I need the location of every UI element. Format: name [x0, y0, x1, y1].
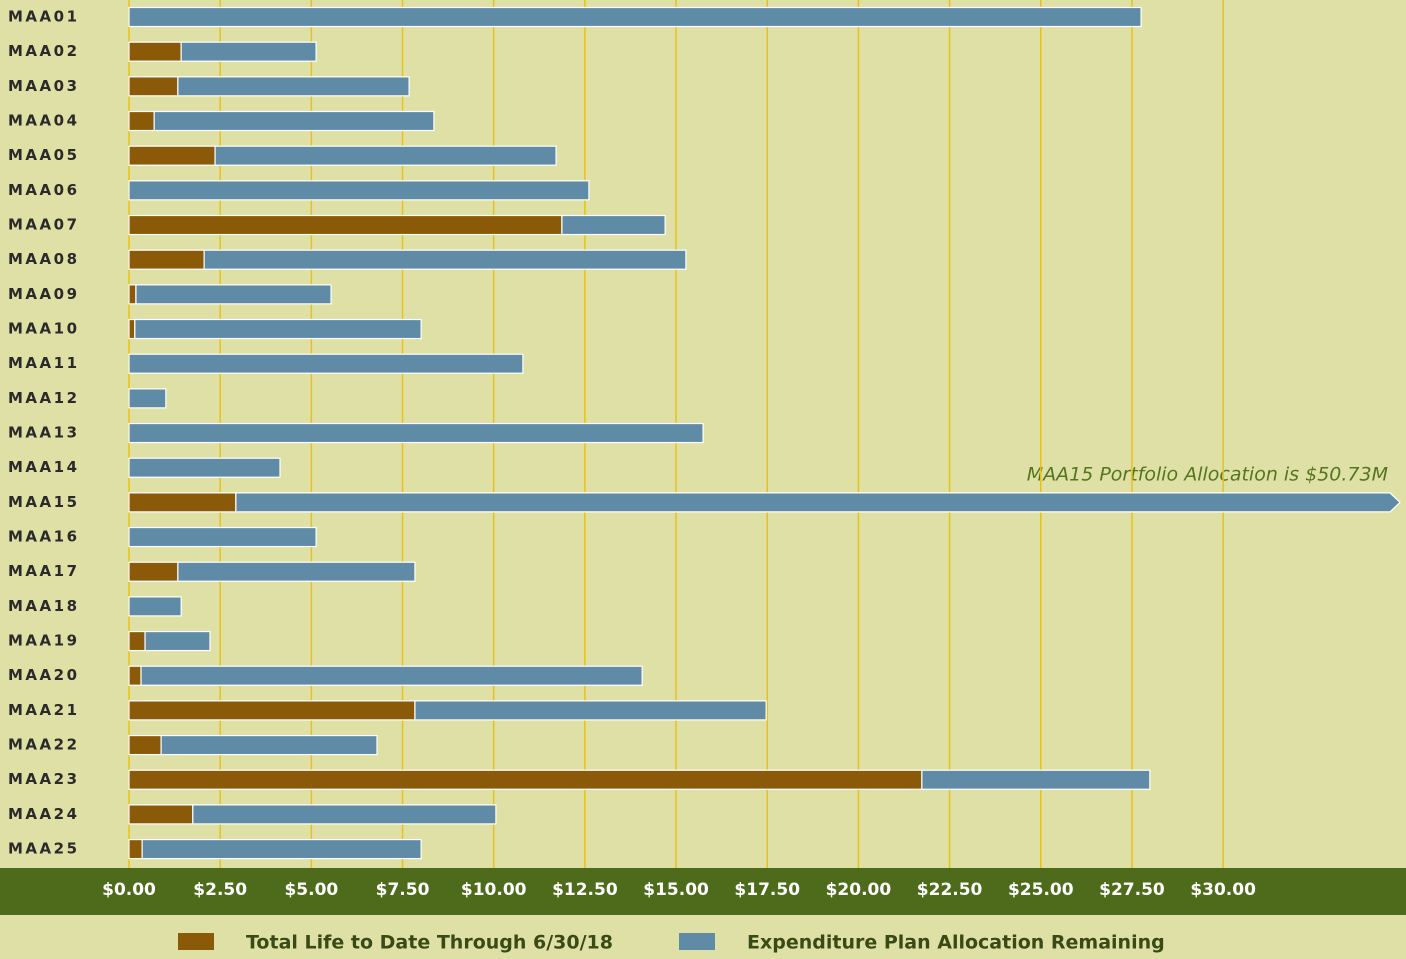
legend-label: Total Life to Date Through 6/30/18	[246, 932, 613, 954]
y-tick-label: MAA21	[8, 701, 80, 719]
bar	[128, 284, 137, 305]
x-tick-label: $15.00	[643, 880, 709, 900]
x-tick-label: $2.50	[193, 880, 247, 900]
x-tick-label: $27.50	[1099, 880, 1165, 900]
bar	[235, 492, 1401, 513]
bar	[128, 734, 162, 756]
y-tick-label: MAA13	[8, 424, 80, 442]
x-tick-label: $5.00	[284, 880, 338, 900]
x-tick-label: $30.00	[1190, 880, 1256, 900]
bar	[128, 214, 563, 236]
bar	[128, 492, 237, 513]
bar	[128, 596, 182, 617]
x-tick-label: $12.50	[552, 880, 618, 900]
bar	[192, 804, 497, 825]
y-tick-label: MAA12	[8, 389, 80, 407]
bar	[177, 561, 416, 582]
x-tick-label: $22.50	[917, 880, 983, 900]
bar	[128, 41, 182, 62]
bar	[414, 700, 767, 721]
bar	[140, 665, 643, 686]
y-tick-label: MAA09	[8, 285, 80, 303]
bar	[128, 388, 167, 409]
bar	[128, 6, 1142, 28]
bar	[141, 838, 422, 860]
bar	[128, 769, 923, 790]
y-tick-label: MAA14	[8, 458, 80, 476]
bar	[128, 353, 524, 374]
y-tick-label: MAA16	[8, 528, 80, 546]
y-tick-label: MAA01	[8, 8, 80, 26]
y-tick-label: MAA11	[8, 354, 80, 372]
bar	[128, 665, 142, 686]
bar	[128, 838, 143, 860]
bar	[135, 284, 332, 305]
x-tick-label: $25.00	[1008, 880, 1074, 900]
y-tick-label: MAA19	[8, 632, 80, 650]
bar	[203, 249, 687, 270]
bar	[128, 422, 704, 444]
bar	[128, 804, 194, 825]
bar	[153, 110, 435, 132]
bar	[128, 249, 205, 270]
bar	[144, 630, 211, 652]
y-tick-label: MAA10	[8, 320, 80, 338]
x-tick-label: $17.50	[734, 880, 800, 900]
y-tick-label: MAA17	[8, 562, 80, 580]
y-tick-label: MAA22	[8, 736, 80, 754]
y-tick-label: MAA24	[8, 805, 80, 823]
legend-swatch	[679, 933, 715, 950]
y-tick-label: MAA25	[8, 840, 80, 858]
bar	[177, 76, 410, 97]
y-tick-label: MAA03	[8, 77, 80, 95]
y-tick-label: MAA18	[8, 597, 80, 615]
bar	[128, 457, 281, 478]
bar	[214, 145, 557, 166]
x-tick-label: $7.50	[376, 880, 430, 900]
bar	[561, 214, 666, 236]
legend-label: Expenditure Plan Allocation Remaining	[747, 932, 1165, 954]
annotation: MAA15 Portfolio Allocation is $50.73M	[1027, 464, 1388, 486]
bar	[128, 110, 155, 132]
y-tick-label: MAA02	[8, 42, 80, 60]
bar	[128, 630, 146, 652]
bar	[921, 769, 1151, 790]
y-tick-label: MAA15	[8, 493, 80, 511]
x-tick-label: $0.00	[102, 880, 156, 900]
axis-band	[0, 868, 1406, 915]
bar	[128, 145, 216, 166]
bar	[160, 734, 378, 756]
bar	[128, 180, 590, 201]
bar	[128, 526, 317, 548]
legend-swatch	[178, 933, 214, 950]
y-tick-label: MAA06	[8, 181, 80, 199]
y-tick-label: MAA05	[8, 146, 80, 164]
bar	[134, 318, 422, 340]
y-tick-label: MAA04	[8, 112, 80, 130]
bar	[180, 41, 317, 62]
y-tick-label: MAA08	[8, 250, 80, 268]
bar	[128, 700, 416, 721]
bar	[128, 318, 136, 340]
bar	[128, 76, 179, 97]
y-tick-label: MAA20	[8, 666, 80, 684]
x-tick-label: $10.00	[461, 880, 527, 900]
y-tick-label: MAA23	[8, 770, 80, 788]
bar	[128, 561, 179, 582]
y-tick-label: MAA07	[8, 216, 80, 234]
x-tick-label: $20.00	[826, 880, 892, 900]
